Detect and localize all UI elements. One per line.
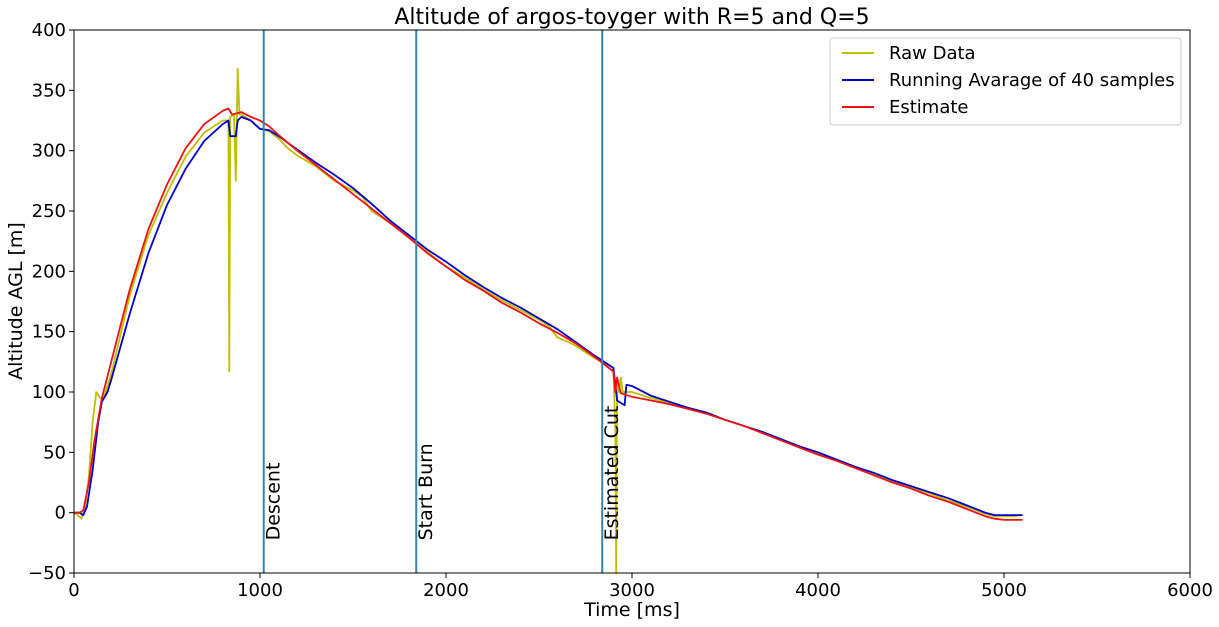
x-ticks: 0 1000 2000 3000 4000 5000 6000 [68,573,1213,601]
x-tick-label-2: 2000 [423,580,469,601]
legend-box [829,37,1182,126]
legend-label-3: Estimate [889,97,969,118]
x-axis-label: Time [ms] [583,599,680,621]
x-tick-label-5: 5000 [981,580,1027,601]
y-tick-label-2: 50 [43,442,66,463]
chart-title: Altitude of argos-toyger with R=5 and Q=… [394,5,869,30]
x-tick-label-4: 4000 [795,580,841,601]
x-tick-label-1: 1000 [237,580,283,601]
y-tick-label-6: 250 [32,201,66,222]
y-tick-label-9: 400 [32,20,66,41]
y-ticks: −50 0 50 100 150 200 250 300 350 400 [28,20,74,584]
y-tick-label-3: 100 [32,382,66,403]
series-layer [73,67,1023,574]
event-label-3: Estimated Cut [601,406,623,541]
y-axis-label: Altitude AGL [m] [5,222,27,380]
x-tick-label-0: 0 [68,580,79,601]
y-tick-label-0: −50 [28,563,66,584]
series-line-3 [74,107,1023,521]
x-tick-label-3: 3000 [609,580,655,601]
event-label-2: Start Burn [415,443,437,540]
event-label-1: Descent [263,463,285,541]
x-tick-label-6: 6000 [1167,580,1213,601]
y-tick-label-7: 300 [32,141,66,162]
y-tick-label-8: 350 [32,80,66,101]
event-lines-layer: Descent Start Burn Estimated Cut [262,30,623,573]
series-line-2 [74,116,1023,516]
y-tick-label-5: 200 [32,261,66,282]
legend-label-2: Running Avarage of 40 samples [889,70,1175,91]
y-tick-label-1: 0 [55,503,66,524]
y-tick-label-4: 150 [32,322,66,343]
legend-label-1: Raw Data [889,43,976,64]
legend: Raw Data Running Avarage of 40 samples Est… [829,37,1182,126]
